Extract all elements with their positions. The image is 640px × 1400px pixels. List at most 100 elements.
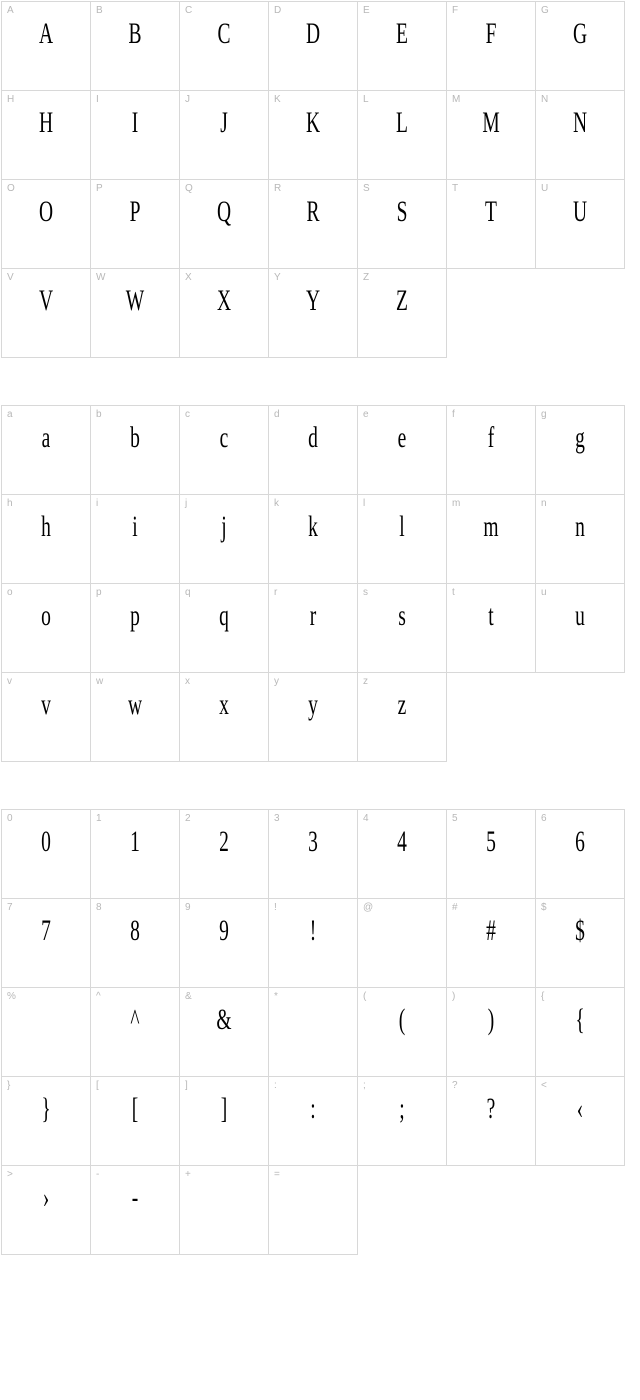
glyph-label: ? <box>452 1080 458 1091</box>
glyph-display: B <box>106 16 163 52</box>
glyph-cell: + <box>179 1165 269 1255</box>
glyph-display: r <box>284 598 341 634</box>
glyph-label: J <box>185 94 190 105</box>
glyph-label: + <box>185 1169 191 1180</box>
glyph-label: < <box>541 1080 547 1091</box>
glyph-label: L <box>363 94 369 105</box>
glyph-display: X <box>195 283 252 319</box>
glyph-display: K <box>284 105 341 141</box>
glyph-label: H <box>7 94 14 105</box>
glyph-label: d <box>274 409 280 420</box>
glyph-label: t <box>452 587 455 598</box>
glyph-cell: KK <box>268 90 358 180</box>
glyph-label: q <box>185 587 191 598</box>
glyph-display: 3 <box>284 824 341 860</box>
glyph-cell: TT <box>446 179 536 269</box>
glyph-label: * <box>274 991 278 1002</box>
glyph-display: d <box>284 420 341 456</box>
glyph-cell: ff <box>446 405 536 495</box>
glyph-display: ! <box>284 913 341 949</box>
glyph-display: T <box>462 194 519 230</box>
glyph-label: { <box>541 991 544 1002</box>
glyph-cell: zz <box>357 672 447 762</box>
glyph-cell: OO <box>1 179 91 269</box>
glyph-label: 4 <box>363 813 369 824</box>
glyph-label: 5 <box>452 813 458 824</box>
glyph-display: N <box>551 105 608 141</box>
glyph-label: ) <box>452 991 455 1002</box>
glyph-cell: YY <box>268 268 358 358</box>
glyph-label: C <box>185 5 192 16</box>
glyph-display: 9 <box>195 913 252 949</box>
glyph-cell: :: <box>268 1076 358 1166</box>
glyph-cell: !! <box>268 898 358 988</box>
glyph-display: U <box>551 194 608 230</box>
glyph-label: Y <box>274 272 281 283</box>
glyph-display: v <box>17 687 74 723</box>
glyph-display: k <box>284 509 341 545</box>
glyph-cell: 33 <box>268 809 358 899</box>
glyph-label: [ <box>96 1080 99 1091</box>
glyph-display: W <box>106 283 163 319</box>
glyph-cell: yy <box>268 672 358 762</box>
glyph-label: D <box>274 5 281 16</box>
glyph-display: 7 <box>17 913 74 949</box>
glyph-display: [ <box>106 1091 163 1127</box>
glyph-label: c <box>185 409 190 420</box>
glyph-label: N <box>541 94 548 105</box>
glyph-display: a <box>17 420 74 456</box>
glyph-label: s <box>363 587 368 598</box>
glyph-cell: && <box>179 987 269 1077</box>
glyph-cell: @ <box>357 898 447 988</box>
glyph-label: x <box>185 676 190 687</box>
glyph-label: ( <box>363 991 366 1002</box>
glyph-cell: gg <box>535 405 625 495</box>
glyph-display: O <box>17 194 74 230</box>
glyph-label: w <box>96 676 103 687</box>
glyph-label: 0 <box>7 813 13 824</box>
glyph-display: Z <box>373 283 430 319</box>
glyph-cell: NN <box>535 90 625 180</box>
glyph-cell: UU <box>535 179 625 269</box>
glyph-display: A <box>17 16 74 52</box>
glyph-cell: HH <box>1 90 91 180</box>
glyph-display: I <box>106 105 163 141</box>
glyph-cell: 00 <box>1 809 91 899</box>
glyph-label: V <box>7 272 14 283</box>
glyph-display: } <box>17 1091 74 1127</box>
glyph-cell: MM <box>446 90 536 180</box>
glyph-display: i <box>106 509 163 545</box>
glyph-label: u <box>541 587 547 598</box>
glyph-cell: tt <box>446 583 536 673</box>
glyph-display: E <box>373 16 430 52</box>
character-map-container: AABBCCDDEEFFGGHHIIJJKKLLMMNNOOPPQQRRSSTT… <box>2 2 638 1255</box>
glyph-display: q <box>195 598 252 634</box>
glyph-cell: 99 <box>179 898 269 988</box>
glyph-display: 8 <box>106 913 163 949</box>
glyph-label: e <box>363 409 369 420</box>
glyph-label: 6 <box>541 813 547 824</box>
glyph-cell: }} <box>1 1076 91 1166</box>
glyph-cell: bb <box>90 405 180 495</box>
glyph-display: 5 <box>462 824 519 860</box>
glyph-display: 6 <box>551 824 608 860</box>
glyph-display: x <box>195 687 252 723</box>
glyph-label: 7 <box>7 902 13 913</box>
glyph-label: h <box>7 498 13 509</box>
glyph-cell: DD <box>268 1 358 91</box>
glyph-label: X <box>185 272 192 283</box>
glyph-cell: 11 <box>90 809 180 899</box>
glyph-display: c <box>195 420 252 456</box>
glyph-label: p <box>96 587 102 598</box>
glyph-label: % <box>7 991 16 1002</box>
glyph-display: f <box>462 420 519 456</box>
glyph-display: C <box>195 16 252 52</box>
glyph-cell: PP <box>90 179 180 269</box>
glyph-label: = <box>274 1169 280 1180</box>
glyph-cell: mm <box>446 494 536 584</box>
glyph-label: 1 <box>96 813 102 824</box>
glyph-cell: hh <box>1 494 91 584</box>
glyph-cell: rr <box>268 583 358 673</box>
glyph-display: # <box>462 913 519 949</box>
glyph-display: j <box>195 509 252 545</box>
